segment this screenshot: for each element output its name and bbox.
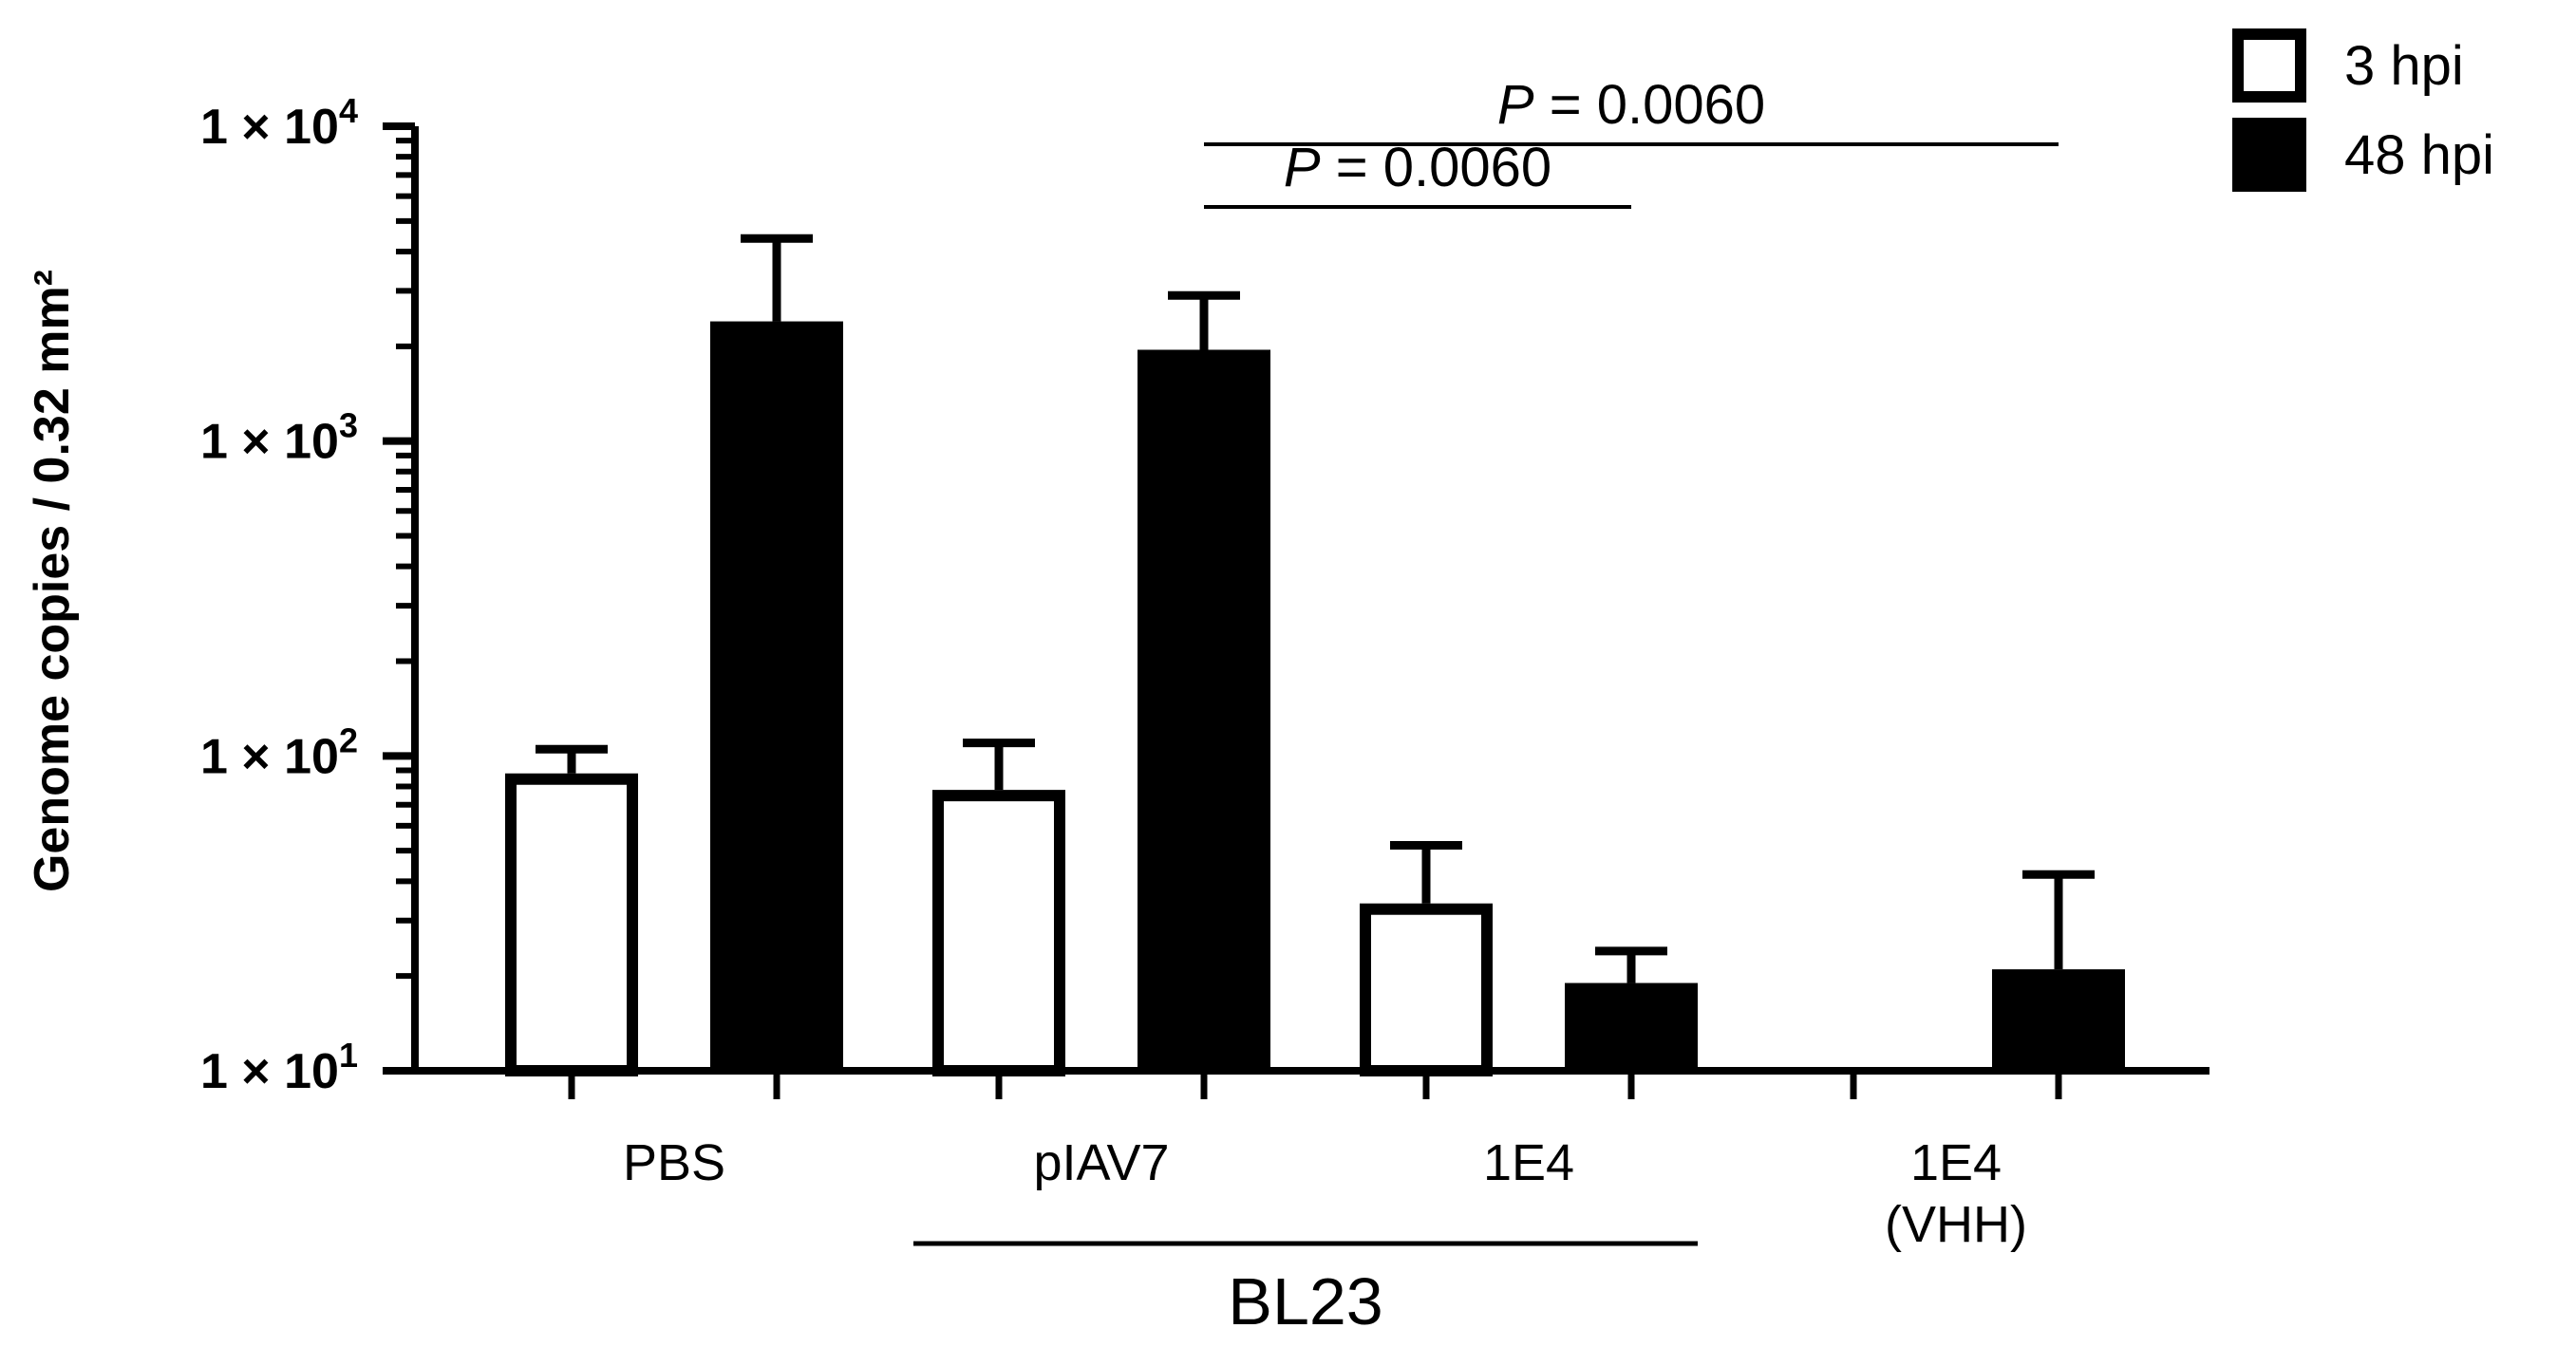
- bar-48-hpi-2: [1565, 982, 1698, 1071]
- legend-label: 3 hpi: [2344, 35, 2464, 97]
- bar-3-hpi-0: [505, 773, 638, 1076]
- bar-48-hpi-1: [1138, 349, 1270, 1071]
- x-category-label: (VHH): [1885, 1196, 2027, 1253]
- x-category-label: pIAV7: [1033, 1134, 1169, 1191]
- bars: [505, 321, 2125, 1076]
- legend: 3 hpi 48 hpi: [2232, 28, 2494, 192]
- x-category-label: 1E4: [1483, 1134, 1574, 1191]
- bar-3-hpi-2: [1360, 903, 1493, 1076]
- axes: [383, 122, 2209, 1099]
- y-tick-label: 1 × 104: [200, 91, 358, 155]
- bar-48-hpi-3: [1992, 969, 2125, 1071]
- legend-label: 48 hpi: [2344, 124, 2494, 186]
- legend-swatch: [2232, 28, 2306, 103]
- y-axis-label: Genome copies / 0.32 mm²: [25, 270, 80, 892]
- tick-labels: 1 × 101 1 × 102 1 × 103 1 × 104 PBS pIAV7 1E4 1…: [200, 91, 2027, 1338]
- p-value-label: P = 0.0060: [1284, 137, 1551, 198]
- bar-3-hpi-1: [932, 790, 1065, 1076]
- legend-swatch: [2232, 118, 2306, 192]
- error-bars: [536, 234, 2095, 983]
- y-tick-label: 1 × 101: [200, 1036, 358, 1099]
- group-label: BL23: [1228, 1264, 1382, 1338]
- p-value-label: P = 0.0060: [1497, 74, 1765, 136]
- y-tick-label: 1 × 102: [200, 720, 358, 784]
- x-category-label: 1E4: [1910, 1134, 2002, 1191]
- x-category-label: PBS: [623, 1134, 725, 1191]
- y-tick-label: 1 × 103: [200, 406, 358, 470]
- bar-48-hpi-0: [710, 321, 843, 1072]
